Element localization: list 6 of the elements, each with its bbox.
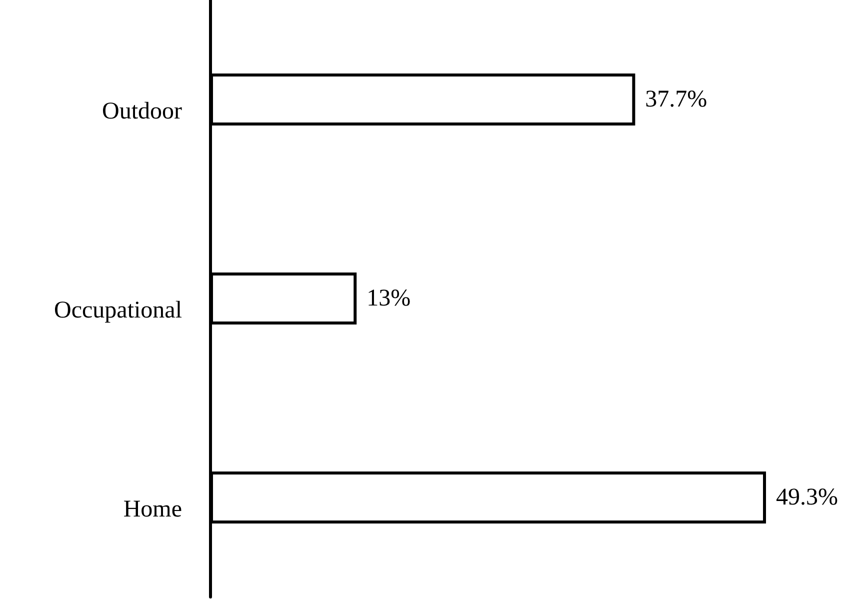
y-tick-label: Home [123, 496, 182, 522]
data-label: 49.3% [776, 484, 838, 510]
data-label: 13% [366, 286, 411, 312]
data-label: 37.7% [645, 86, 708, 112]
y-tick-label: Occupational [54, 298, 182, 324]
y-tick-label: Outdoor [102, 98, 182, 124]
